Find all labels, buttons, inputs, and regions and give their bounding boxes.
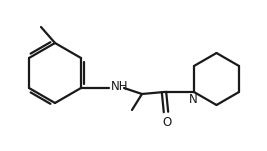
Text: O: O [162, 116, 172, 129]
Text: NH: NH [111, 80, 128, 93]
Text: N: N [189, 93, 197, 106]
